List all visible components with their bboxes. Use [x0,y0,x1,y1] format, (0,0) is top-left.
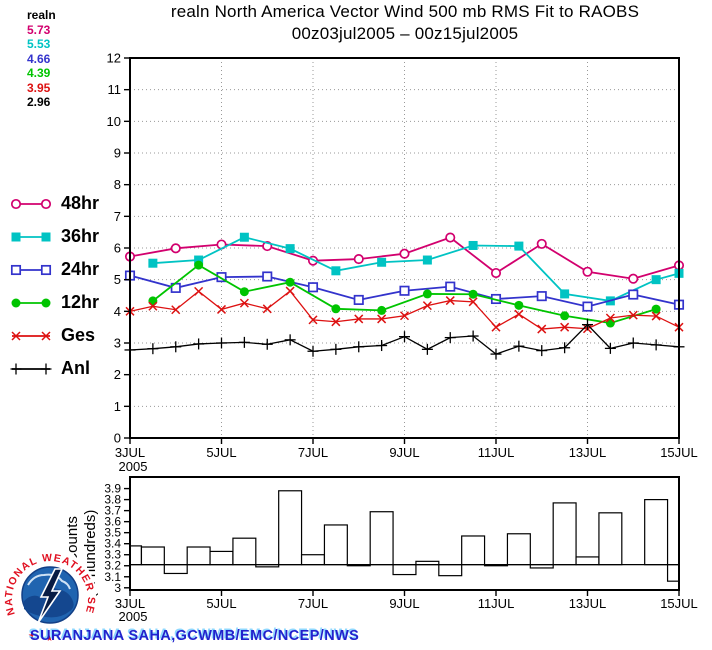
main-series-12hr [148,260,661,328]
svg-text:11JUL: 11JUL [478,445,515,460]
svg-text:15JUL: 15JUL [660,445,698,460]
legend-item-label: Ges [61,325,96,345]
svg-text:5JUL: 5JUL [206,445,236,460]
lightning-bolt-icon [37,568,64,624]
legend-item-ges: Ges [8,319,99,352]
svg-text:7JUL: 7JUL [298,445,328,460]
svg-text:9: 9 [114,146,121,161]
svg-text:3JUL: 3JUL [115,445,145,460]
credit-line: SURANJANA SAHA,GCWMB/EMC/NCEP/NWS [30,628,360,644]
svg-text:5: 5 [114,272,121,287]
12hr-marker-icon [11,298,51,307]
legend-item-anl: Anl [8,352,99,385]
main-series-24hr [124,270,685,312]
svg-text:12: 12 [107,51,121,66]
48hr-marker-icon [10,198,52,209]
svg-text:3.5: 3.5 [104,526,121,540]
svg-text:3: 3 [114,336,121,351]
svg-text:3JUL: 3JUL [115,596,145,611]
svg-text:2: 2 [114,367,121,382]
nws-logo: NATIONAL WEATHER SERVICE ★ ★ ★ [2,545,96,643]
svg-text:13JUL: 13JUL [569,445,607,460]
svg-text:9JUL: 9JUL [389,596,419,611]
stats-value-36hr: 5.53 [27,37,51,51]
svg-text:9JUL: 9JUL [389,445,419,460]
counts-bar-chart: 33.13.23.33.43.53.63.73.83.9 3JUL 5JUL 7JUL… [104,476,698,624]
svg-text:3: 3 [114,581,121,595]
legend-item-label: 48hr [61,193,100,213]
mean-stats-legend: realn 5.73 5.53 4.66 4.39 3.95 2.96 [27,8,56,110]
legend-item-48hr: 48hr [8,187,99,220]
36hr-marker-icon [11,232,51,241]
stats-value-ges: 3.95 [27,80,51,95]
svg-text:0: 0 [114,431,121,446]
logo-star-icon: ★ [46,634,53,643]
legend-item-label: Anl [61,358,90,378]
svg-text:2005: 2005 [119,609,148,624]
svg-text:3.7: 3.7 [104,504,121,518]
svg-text:3.2: 3.2 [104,559,121,573]
page-title: realn North America Vector Wind 500 mb R… [170,2,640,21]
svg-text:1: 1 [114,399,121,414]
svg-text:6: 6 [114,241,121,256]
svg-text:10: 10 [107,114,121,129]
stats-value-48hr: 5.73 [27,22,51,37]
svg-text:8: 8 [114,177,121,192]
svg-text:3.1: 3.1 [104,570,121,584]
svg-text:3.8: 3.8 [104,493,121,507]
main-series-36hr [148,232,684,306]
main-series-Anl [124,319,685,360]
svg-text:7: 7 [114,209,121,224]
series-legend: 48hr 36hr 24hr 12hr Ges Anl [8,187,99,385]
stats-value-12hr: 4.39 [27,66,51,80]
stats-value-24hr: 4.66 [27,51,51,66]
svg-text:5JUL: 5JUL [206,596,236,611]
svg-text:3.4: 3.4 [104,537,121,551]
legend-item-label: 36hr [61,226,100,246]
stats-title: realn [27,8,56,22]
ges-marker-icon [11,330,51,341]
svg-text:7JUL: 7JUL [298,596,328,611]
svg-text:11JUL: 11JUL [478,596,515,611]
legend-item-label: 24hr [61,259,100,279]
legend-item-24hr: 24hr [8,253,99,286]
svg-text:13JUL: 13JUL [569,596,607,611]
svg-text:3.6: 3.6 [104,515,121,529]
legend-item-label: 12hr [61,292,100,312]
anl-marker-icon [10,363,52,374]
legend-item-12hr: 12hr [8,286,99,319]
svg-text:4: 4 [114,304,121,319]
svg-text:3.3: 3.3 [104,548,121,562]
svg-text:11: 11 [108,82,122,97]
stats-value-anl: 2.96 [27,95,51,109]
main-series-48hr [124,232,685,284]
main-chart-grid [130,58,679,438]
svg-text:2005: 2005 [119,459,148,474]
legend-item-36hr: 36hr [8,220,99,253]
page-subtitle: 00z03jul2005 – 00z15jul2005 [291,24,519,43]
svg-text:15JUL: 15JUL [660,596,698,611]
24hr-marker-icon [10,264,52,275]
logo-star-icon: ★ [28,631,35,640]
logo-star-icon: ★ [64,631,71,640]
svg-text:3.9: 3.9 [104,482,121,496]
